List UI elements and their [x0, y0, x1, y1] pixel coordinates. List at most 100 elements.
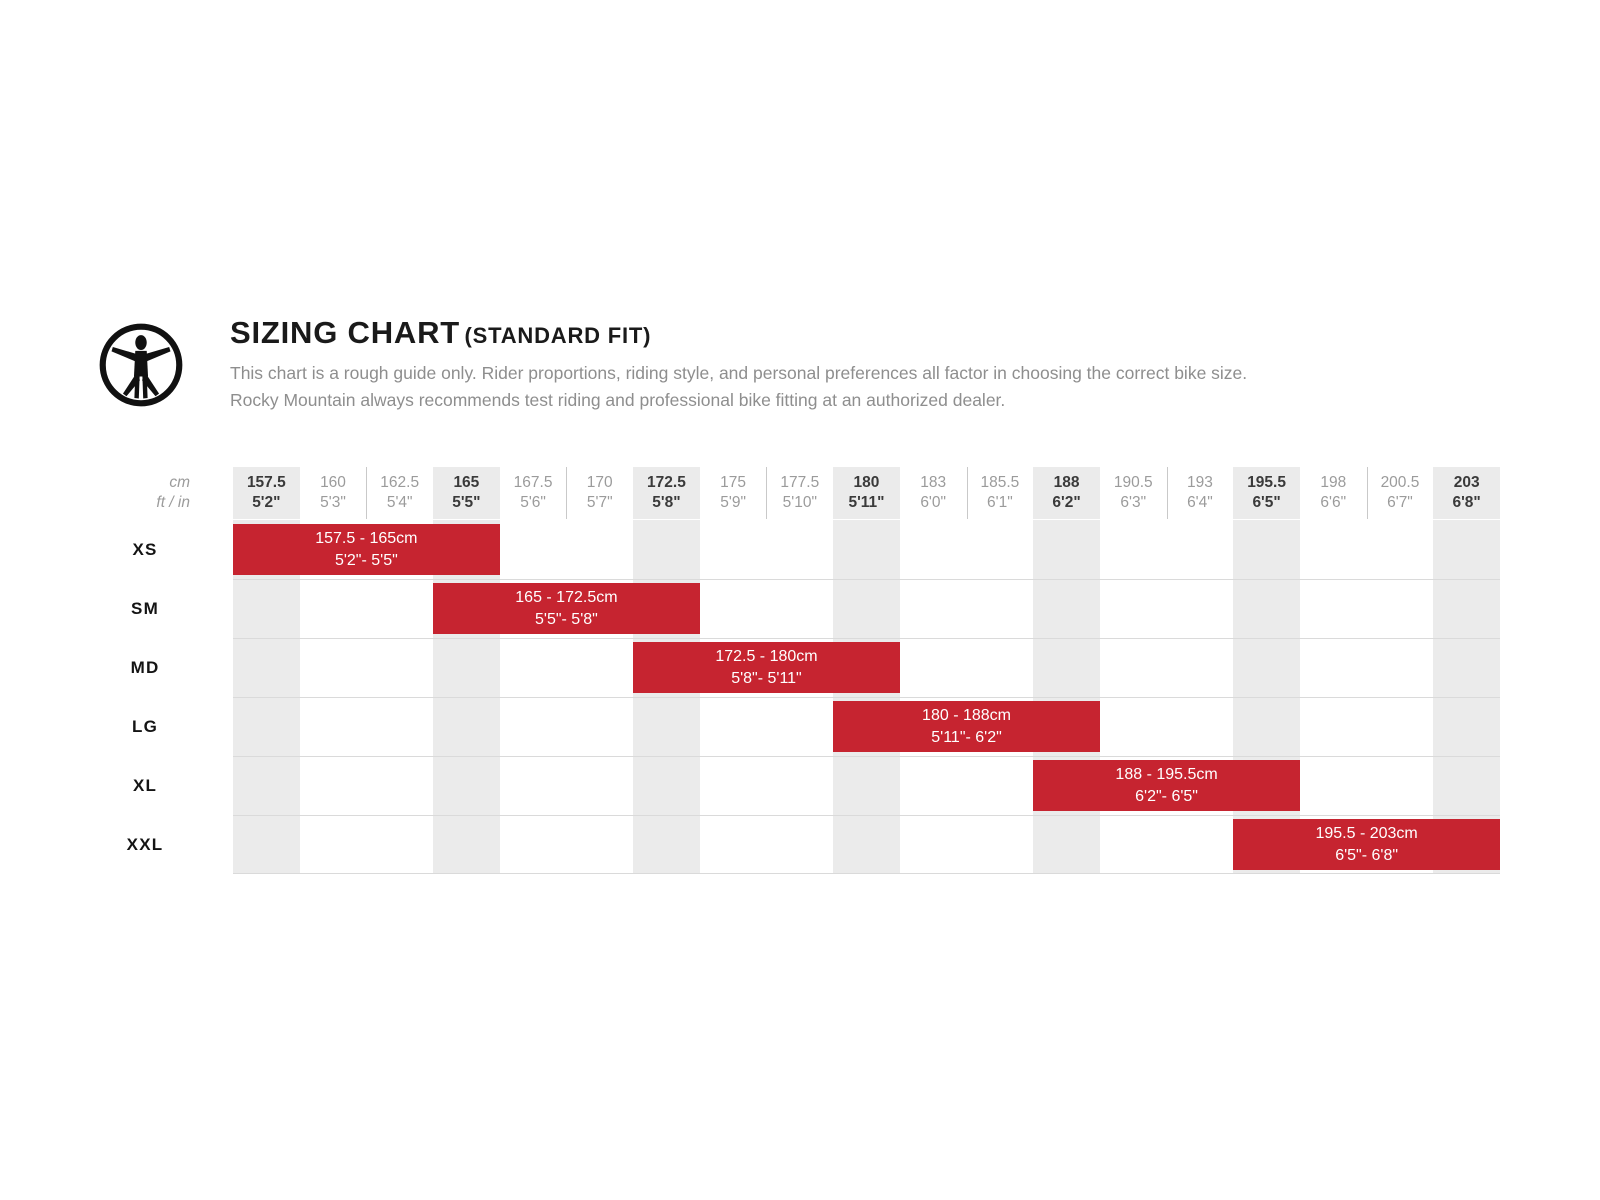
header-cm-value: 198	[1320, 474, 1347, 491]
size-bar-xxl: 195.5 - 203cm 6'5"- 6'8"	[1233, 819, 1500, 870]
header-ftin-value: 5'2"	[252, 494, 281, 511]
height-column-header: 183 6'0"	[900, 467, 967, 519]
unit-label-ftin: ft / in	[156, 494, 190, 511]
size-bar-md: 172.5 - 180cm 5'8"- 5'11"	[633, 642, 900, 693]
header-divider-line	[766, 467, 768, 519]
header-cm-value: 190.5	[1113, 474, 1153, 491]
header-cm-value: 162.5	[380, 474, 420, 491]
header-ftin-value: 6'2"	[1052, 494, 1081, 511]
row-label-xl: XL	[132, 775, 158, 795]
height-column-header: 193 6'4"	[1167, 467, 1234, 519]
height-column-header: 162.5 5'4"	[366, 467, 433, 519]
header-ftin-value: 5'9"	[720, 494, 746, 511]
header-ftin-value: 6'4"	[1187, 494, 1213, 511]
title-text: SIZING CHART	[230, 315, 461, 350]
height-column-header: 190.5 6'3"	[1100, 467, 1167, 519]
header-cm-value: 172.5	[647, 474, 686, 491]
title-suffix: (STANDARD FIT)	[464, 323, 652, 348]
header-ftin-value: 5'5"	[452, 494, 481, 511]
height-column-header: 172.5 5'8"	[633, 467, 700, 519]
height-column-header: 188 6'2"	[1033, 467, 1100, 519]
row-separator-line	[233, 815, 1500, 816]
row-separator-line	[233, 873, 1500, 874]
height-column-header: 165 5'5"	[433, 467, 500, 519]
header-ftin-value: 5'7"	[586, 494, 613, 511]
bar-range-cm: 172.5 - 180cm	[715, 648, 818, 665]
row-label-xxl: XXL	[126, 834, 164, 854]
bar-range-ftin: 5'11"- 6'2"	[931, 728, 1002, 746]
header-cm-value: 167.5	[513, 474, 553, 491]
height-column-header: 167.5 5'6"	[500, 467, 567, 519]
row-separator-line	[233, 579, 1500, 580]
unit-label-cm: cm	[169, 474, 190, 491]
header-cm-value: 175	[720, 474, 747, 491]
row-label-md: MD	[130, 657, 160, 677]
height-column-header: 198 6'6"	[1300, 467, 1367, 519]
header-cm-value: 203	[1453, 474, 1480, 491]
header-ftin-value: 6'3"	[1120, 494, 1147, 511]
bar-range-ftin: 5'2"- 5'5"	[334, 551, 398, 569]
height-column-header: 200.5 6'7"	[1367, 467, 1434, 519]
page-title: SIZING CHART (STANDARD FIT)	[230, 315, 1430, 351]
row-separator-line	[233, 756, 1500, 757]
header-cm-value: 195.5	[1247, 474, 1286, 491]
bar-range-ftin: 5'5"- 5'8"	[534, 610, 598, 628]
header-ftin-value: 6'8"	[1452, 494, 1481, 511]
row-separator-line	[233, 697, 1500, 698]
height-column-header: 160 5'3"	[300, 467, 367, 519]
height-column-header: 170 5'7"	[566, 467, 633, 519]
subtitle-line-2: Rocky Mountain always recommends test ri…	[230, 389, 1006, 410]
header-cm-value: 193	[1186, 474, 1213, 491]
header-divider-line	[1166, 467, 1168, 519]
row-label-sm: SM	[131, 598, 159, 618]
header-ftin-value: 5'10"	[782, 494, 817, 511]
header-ftin-value: 6'7"	[1387, 494, 1413, 511]
header-ftin-value: 6'6"	[1320, 494, 1347, 511]
bar-range-ftin: 6'5"- 6'8"	[1335, 846, 1399, 864]
height-column-header: 175 5'9"	[700, 467, 767, 519]
header-divider-line	[366, 467, 368, 519]
bar-range-cm: 165 - 172.5cm	[515, 589, 618, 606]
subtitle: This chart is a rough guide only. Rider …	[230, 360, 1430, 413]
header-cm-value: 200.5	[1380, 474, 1420, 491]
size-bar-xl: 188 - 195.5cm 6'2"- 6'5"	[1033, 760, 1300, 811]
row-separator-line	[233, 638, 1500, 639]
header-cm-value: 157.5	[246, 474, 286, 491]
header-cm-value: 185.5	[980, 474, 1020, 491]
row-label-xs: XS	[132, 539, 158, 559]
header-cm-value: 160	[320, 474, 346, 491]
vitruvian-man-icon	[97, 321, 185, 409]
height-column-header: 195.5 6'5"	[1233, 467, 1300, 519]
header-cm-value: 165	[453, 474, 480, 491]
subtitle-line-1: This chart is a rough guide only. Rider …	[230, 363, 1248, 383]
header-cm-value: 177.5	[780, 474, 820, 491]
height-column-header: 177.5 5'10"	[766, 467, 833, 519]
bar-range-cm: 180 - 188cm	[922, 707, 1011, 724]
header-ftin-value: 5'8"	[652, 494, 681, 511]
header-ftin-value: 5'4"	[386, 494, 413, 511]
header-cm-value: 188	[1053, 474, 1080, 491]
header-cm-value: 170	[586, 474, 613, 491]
size-bar-xs: 157.5 - 165cm 5'2"- 5'5"	[233, 524, 500, 575]
bar-range-ftin: 6'2"- 6'5"	[1135, 787, 1198, 805]
height-column-header: 203 6'8"	[1433, 467, 1500, 519]
height-column-header: 185.5 6'1"	[967, 467, 1034, 519]
bar-range-cm: 188 - 195.5cm	[1115, 766, 1218, 783]
size-bar-sm: 165 - 172.5cm 5'5"- 5'8"	[433, 583, 700, 634]
height-column-header: 157.5 5'2"	[233, 467, 300, 519]
height-column-header: 180 5'11"	[833, 467, 900, 519]
header-ftin-value: 6'1"	[987, 494, 1013, 511]
header-ftin-value: 6'5"	[1252, 494, 1281, 511]
header-ftin-value: 5'11"	[848, 494, 885, 511]
header-cm-value: 183	[920, 474, 947, 491]
header-divider-line	[566, 467, 568, 519]
header-ftin-value: 6'0"	[920, 494, 947, 511]
header-cm-value: 180	[853, 474, 880, 491]
bar-range-ftin: 5'8"- 5'11"	[731, 669, 802, 687]
header-divider-line	[1366, 467, 1368, 519]
header-ftin-value: 5'3"	[320, 494, 346, 511]
row-label-lg: LG	[131, 716, 158, 736]
unit-labels: cm ft / in	[80, 467, 190, 519]
header-divider-line	[966, 467, 968, 519]
